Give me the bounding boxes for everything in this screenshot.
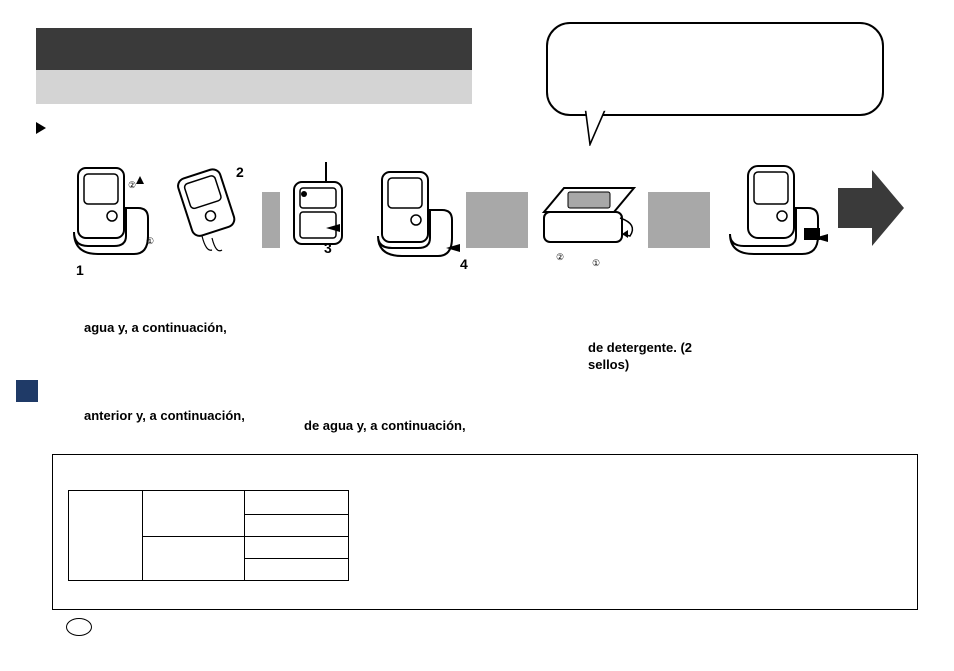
step3-illustration — [286, 160, 356, 256]
step5-sub2: ② — [556, 252, 564, 263]
page-number-oval — [66, 618, 92, 636]
cell-r4c3 — [245, 559, 349, 581]
step5-illustration — [538, 178, 642, 260]
caption-4-line1: de detergente. (2 — [588, 340, 692, 355]
divider-1 — [262, 192, 280, 248]
caption-1: agua y, a continuación, — [84, 320, 264, 337]
step3-number: 3 — [324, 240, 332, 256]
step6-illustration — [720, 158, 828, 262]
step1-illustration — [64, 158, 156, 262]
step1-sub2: ② — [128, 180, 136, 191]
cell-r1c2 — [143, 491, 245, 537]
cell-r1c3 — [245, 491, 349, 515]
step4-number: 4 — [460, 256, 468, 272]
caption-3: de agua y, a continuación, — [304, 418, 514, 435]
cell-r3c2 — [143, 537, 245, 581]
speech-bubble-tail-icon — [574, 106, 614, 146]
step1-arrow-up-icon — [136, 176, 144, 184]
side-tab — [16, 380, 38, 402]
step2-number: 2 — [236, 164, 244, 180]
speech-bubble — [546, 22, 884, 116]
header-dark-bar — [36, 28, 472, 70]
header-light-bar — [36, 70, 472, 104]
step1-number: 1 — [76, 262, 84, 278]
cell-r1c1 — [69, 491, 143, 581]
caption-4: de detergente. (2 sellos) — [588, 340, 758, 374]
step1-sub1: ① — [146, 236, 154, 247]
cell-r3c3 — [245, 537, 349, 559]
step6-arrow-icon — [814, 234, 828, 242]
step5-sub1: ① — [592, 258, 600, 269]
info-table — [68, 490, 349, 581]
step4-arrow-icon — [446, 244, 460, 252]
divider-3 — [648, 192, 710, 248]
forward-arrow-icon — [838, 170, 904, 246]
step3-arrow-icon — [326, 224, 340, 232]
divider-2 — [466, 192, 528, 248]
section-marker-icon — [36, 122, 46, 134]
caption-2: anterior y, a continuación, — [84, 408, 284, 425]
cell-r2c3 — [245, 515, 349, 537]
caption-4-line2: sellos) — [588, 357, 629, 372]
